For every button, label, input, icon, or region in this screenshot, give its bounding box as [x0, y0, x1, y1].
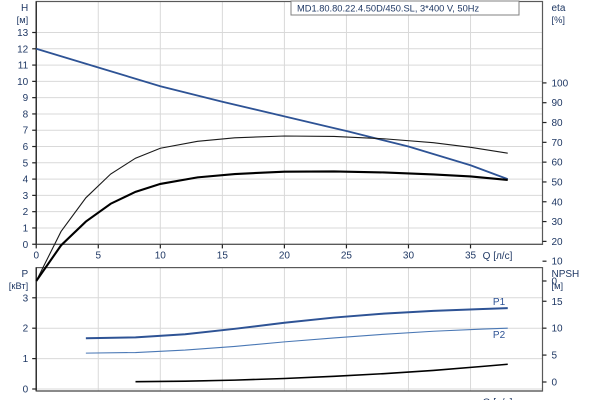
svg-text:50: 50 [552, 177, 564, 188]
svg-text:2: 2 [23, 207, 29, 218]
svg-text:0: 0 [552, 378, 558, 389]
svg-text:70: 70 [552, 138, 564, 149]
svg-text:1: 1 [23, 354, 29, 365]
svg-text:eta: eta [552, 3, 566, 14]
svg-text:6: 6 [23, 142, 29, 153]
svg-text:P2: P2 [493, 330, 506, 341]
svg-text:Q [л/с]: Q [л/с] [483, 251, 513, 262]
svg-text:100: 100 [552, 78, 569, 89]
svg-text:2: 2 [23, 324, 29, 335]
svg-text:1: 1 [23, 223, 29, 234]
svg-text:80: 80 [552, 118, 564, 129]
svg-text:35: 35 [465, 250, 477, 261]
svg-text:5: 5 [552, 351, 558, 362]
svg-text:[м]: [м] [552, 281, 564, 291]
svg-text:[%]: [%] [552, 15, 565, 25]
svg-text:0: 0 [23, 385, 29, 396]
svg-text:10: 10 [17, 77, 29, 88]
svg-text:10: 10 [155, 250, 167, 261]
svg-text:3: 3 [23, 191, 29, 202]
svg-text:[м]: [м] [17, 15, 29, 25]
svg-text:5: 5 [95, 250, 101, 261]
svg-text:9: 9 [23, 93, 29, 104]
svg-text:15: 15 [217, 250, 229, 261]
svg-text:10: 10 [552, 257, 564, 268]
svg-text:60: 60 [552, 158, 564, 169]
svg-text:4: 4 [23, 175, 29, 186]
svg-text:H: H [21, 3, 28, 14]
svg-text:11: 11 [18, 61, 29, 72]
svg-text:13: 13 [17, 28, 29, 39]
svg-text:30: 30 [403, 250, 415, 261]
svg-text:7: 7 [23, 126, 29, 137]
svg-text:12: 12 [17, 44, 29, 55]
svg-text:20: 20 [552, 237, 564, 248]
svg-text:25: 25 [341, 250, 353, 261]
svg-text:5: 5 [23, 158, 29, 169]
svg-text:40: 40 [552, 197, 564, 208]
svg-text:MD1.80.80.22.4.50D/450.SL, 3*4: MD1.80.80.22.4.50D/450.SL, 3*400 V, 50Hz [297, 4, 479, 14]
svg-text:P: P [22, 269, 29, 280]
svg-text:P1: P1 [493, 297, 506, 308]
svg-text:20: 20 [279, 250, 291, 261]
svg-text:8: 8 [23, 109, 29, 120]
svg-text:[кВт]: [кВт] [9, 281, 28, 291]
svg-text:30: 30 [552, 217, 564, 228]
svg-text:0: 0 [23, 240, 29, 251]
svg-text:90: 90 [552, 98, 564, 109]
svg-text:NPSH: NPSH [552, 269, 580, 280]
svg-text:15: 15 [552, 297, 564, 308]
svg-text:0: 0 [33, 250, 39, 261]
svg-text:3: 3 [23, 293, 29, 304]
svg-text:10: 10 [552, 324, 564, 335]
